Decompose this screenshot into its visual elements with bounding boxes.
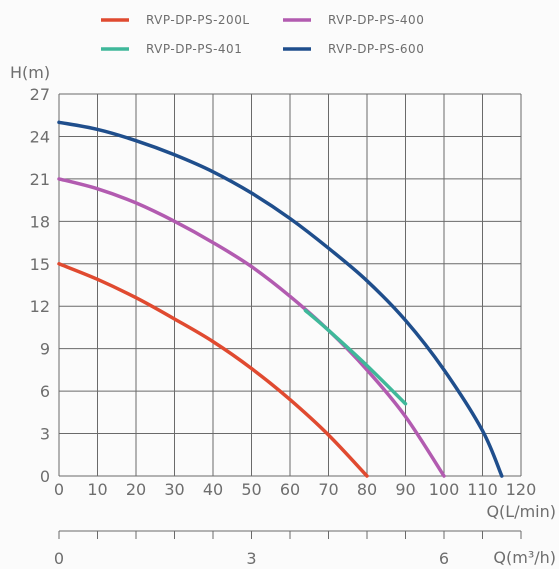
y-tick-label: 3 <box>40 425 50 444</box>
x-tick-label: 100 <box>429 480 460 499</box>
series-lines <box>57 120 504 478</box>
y-tick-label: 15 <box>30 255 50 274</box>
y-tick-label: 12 <box>30 297 50 316</box>
legend-label: RVP-DP-PS-400 <box>328 13 424 27</box>
x2-tick-label: 3 <box>246 549 256 568</box>
x-tick-label: 70 <box>318 480 338 499</box>
x-tick-label: 20 <box>126 480 146 499</box>
y-tick-label: 9 <box>40 340 50 359</box>
y-tick-label: 6 <box>40 382 50 401</box>
x-tick-label: 10 <box>87 480 107 499</box>
legend-label: RVP-DP-PS-600 <box>328 42 424 56</box>
x-tick-label: 50 <box>241 480 261 499</box>
x-tick-label: 40 <box>203 480 223 499</box>
x-tick-labels: 0 10 20 30 40 50 60 70 80 90 100 110 120 <box>54 480 536 499</box>
x-tick-label: 30 <box>164 480 184 499</box>
x-tick-label: 90 <box>395 480 415 499</box>
legend: RVP-DP-PS-200L RVP-DP-PS-400 RVP-DP-PS-401… <box>101 13 424 56</box>
series-line <box>57 262 369 478</box>
x-tick-label: 0 <box>54 480 64 499</box>
y-tick-label: 21 <box>30 170 50 189</box>
x2-axis-title: Q(m³/h) <box>493 548 556 567</box>
y-tick-label: 18 <box>30 212 50 231</box>
x-tick-label: 60 <box>280 480 300 499</box>
grid <box>58 93 522 477</box>
x-tick-label: 110 <box>467 480 498 499</box>
y-tick-label: 24 <box>30 127 50 146</box>
x-tick-label: 120 <box>506 480 537 499</box>
secondary-x-axis: 0 3 6 <box>54 530 522 568</box>
y-tick-labels: 0 3 6 9 12 15 18 21 24 27 <box>30 85 50 486</box>
x2-tick-label: 0 <box>54 549 64 568</box>
series-line <box>303 308 408 406</box>
series-line <box>57 177 446 478</box>
legend-label: RVP-DP-PS-200L <box>146 13 250 27</box>
x-axis-title: Q(L/min) <box>486 502 556 521</box>
y-tick-label: 0 <box>40 467 50 486</box>
x2-tick-label: 6 <box>439 549 449 568</box>
x-tick-label: 80 <box>357 480 377 499</box>
y-axis-title: H(m) <box>10 63 50 82</box>
y-tick-label: 27 <box>30 85 50 104</box>
legend-label: RVP-DP-PS-401 <box>146 42 242 56</box>
series-line <box>57 120 504 478</box>
